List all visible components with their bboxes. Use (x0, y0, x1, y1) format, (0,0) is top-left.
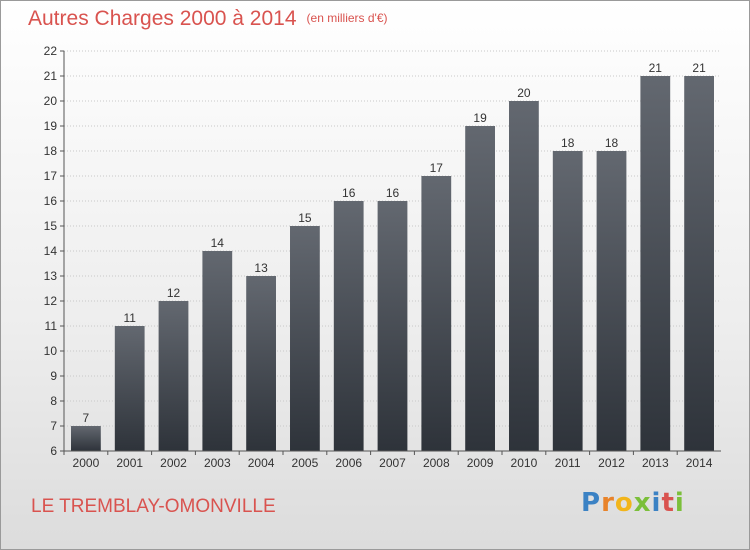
axes: 6 7 8 9 10 11 12 13 14 15 16 17 18 19 20 21 22 2000 2001 20… (44, 44, 721, 470)
logo-letter: i (651, 488, 662, 518)
bar-2000 (71, 426, 101, 451)
x-tick-label: 2011 (555, 456, 581, 470)
x-tick-label: 2002 (160, 456, 187, 470)
bar-2014 (684, 76, 714, 451)
bar-value-label: 21 (649, 61, 663, 75)
y-tick-label: 10 (44, 344, 58, 358)
y-tick-label: 18 (44, 144, 58, 158)
logo-letter: t (661, 488, 675, 518)
bars: 7 11 12 14 13 15 16 16 17 19 20 18 18 21 21 (71, 61, 714, 451)
y-tick-label: 11 (45, 319, 58, 333)
y-tick-label: 16 (44, 194, 58, 208)
x-tick-label: 2003 (204, 456, 231, 470)
chart-title-text: Autres Charges 2000 à 2014 (28, 7, 297, 30)
bar-value-label: 16 (386, 186, 400, 200)
bar-value-label: 17 (430, 161, 444, 175)
bar-value-label: 19 (473, 111, 487, 125)
bar-2010 (509, 101, 539, 451)
bar-value-label: 14 (211, 236, 225, 250)
y-tick-label: 20 (44, 94, 58, 108)
chart-subtitle: (en milliers d'€) (306, 11, 388, 25)
bar-2001 (114, 326, 145, 451)
x-tick-label: 2013 (642, 456, 669, 470)
logo-letter: r (601, 488, 615, 518)
bar-value-label: 18 (561, 136, 575, 150)
bar-2009 (465, 126, 495, 451)
bar-value-label: 7 (83, 411, 90, 425)
y-tick-label: 12 (44, 294, 58, 308)
x-tick-label: 2004 (248, 456, 275, 470)
bar-2006 (333, 201, 364, 451)
bar-2003 (202, 251, 233, 451)
x-tick-label: 2010 (511, 456, 538, 470)
y-tick-label: 9 (50, 369, 57, 383)
x-tick-label: 2005 (292, 456, 319, 470)
bar-value-label: 20 (517, 86, 531, 100)
x-tick-label: 2012 (598, 456, 625, 470)
bar-2012 (596, 151, 627, 451)
bar-2011 (552, 151, 583, 451)
bar-value-label: 21 (692, 61, 706, 75)
bar-2013 (640, 76, 671, 451)
y-tick-label: 21 (44, 69, 58, 83)
proxiti-logo: Proxiti (581, 488, 685, 518)
x-tick-label: 2007 (379, 456, 406, 470)
bar-value-label: 16 (342, 186, 356, 200)
bar-2004 (246, 276, 276, 451)
bar-2002 (158, 301, 189, 451)
x-tick-label: 2000 (73, 456, 100, 470)
y-tick-label: 19 (44, 119, 58, 133)
commune-name: LE TREMBLAY-OMONVILLE (31, 496, 276, 517)
x-tick-label: 2009 (467, 456, 494, 470)
y-tick-label: 13 (44, 269, 58, 283)
logo-letter: x (633, 488, 652, 518)
logo-letter: o (614, 488, 634, 518)
y-tick-label: 17 (44, 169, 58, 183)
y-tick-label: 22 (44, 44, 58, 58)
bar-value-label: 18 (605, 136, 619, 150)
x-tick-label: 2008 (423, 456, 450, 470)
y-tick-label: 14 (44, 244, 58, 258)
x-tick-label: 2006 (335, 456, 362, 470)
bar-2007 (377, 201, 408, 451)
y-tick-label: 15 (44, 219, 58, 233)
bar-value-label: 12 (167, 286, 181, 300)
bar-value-label: 11 (123, 311, 136, 325)
logo-letter: P (581, 488, 602, 518)
bar-2005 (290, 226, 320, 451)
logo-letter: i (674, 488, 685, 518)
chart-title: Autres Charges 2000 à 2014 (en milliers d… (28, 7, 388, 31)
y-tick-label: 7 (50, 419, 57, 433)
x-tick-label: 2001 (116, 456, 143, 470)
bar-2008 (421, 176, 452, 451)
y-tick-label: 8 (50, 394, 57, 408)
bar-value-label: 13 (254, 261, 268, 275)
x-tick-label: 2014 (686, 456, 713, 470)
bar-value-label: 15 (298, 211, 312, 225)
y-tick-label: 6 (50, 444, 57, 458)
